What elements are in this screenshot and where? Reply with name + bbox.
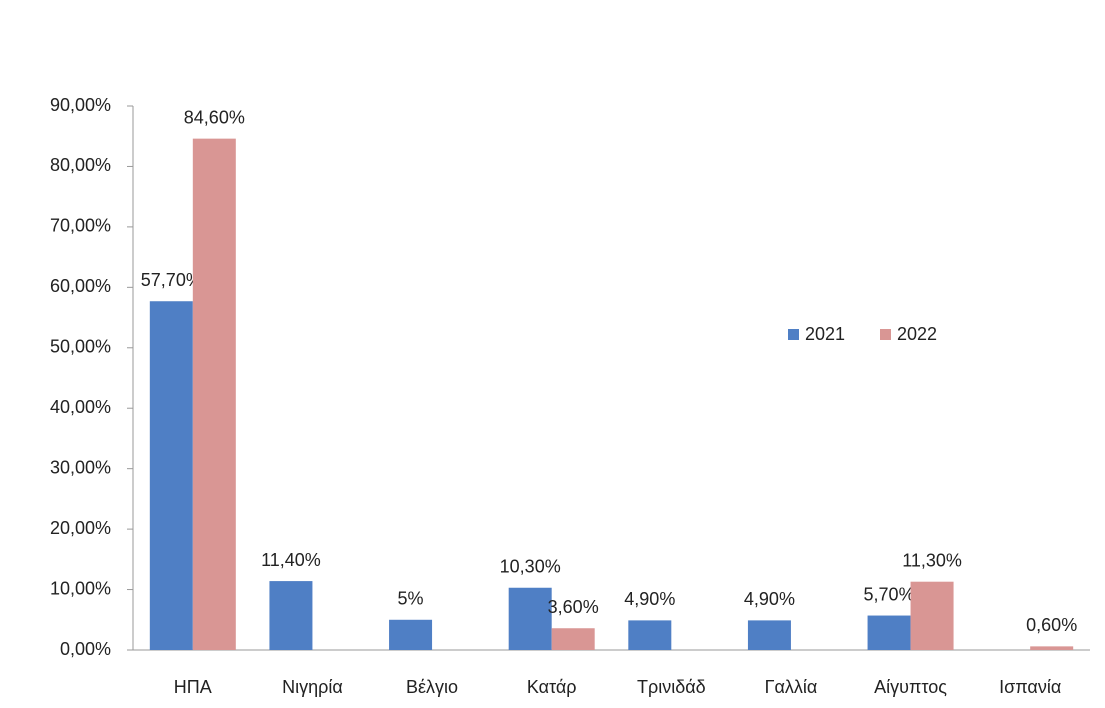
x-tick-label: Νιγηρία [282,677,343,697]
data-label: 5,70% [864,584,915,604]
legend-label: 2021 [805,324,845,344]
x-tick-label: Ισπανία [999,677,1061,697]
data-label: 10,30% [500,556,561,576]
data-label: 11,40% [261,550,321,570]
bar [628,620,672,650]
x-tick-label: Κατάρ [527,677,577,697]
x-tick-label: Αίγυπτος [874,677,947,697]
bar [867,615,911,650]
data-label: 5% [398,589,424,609]
data-label: 3,60% [548,597,599,617]
y-tick-label: 20,00% [50,518,111,538]
data-label: 11,30% [902,550,962,570]
y-tick-label: 90,00% [50,95,111,115]
data-label: 0,60% [1026,615,1077,635]
y-tick-label: 40,00% [50,397,111,417]
y-tick-label: 10,00% [50,578,111,598]
x-tick-label: Βέλγιο [406,677,458,697]
y-tick-label: 30,00% [50,457,111,477]
x-tick-label: Τρινιδάδ [637,677,706,697]
legend-swatch [788,329,799,340]
x-tick-label: ΗΠΑ [174,677,212,697]
data-label: 84,60% [184,107,245,127]
bar [1030,646,1074,650]
y-tick-label: 50,00% [50,337,111,357]
bar [551,628,595,650]
data-label: 57,70% [141,270,202,290]
bar [149,301,193,650]
legend-swatch [880,329,891,340]
y-tick-label: 0,00% [60,639,111,659]
bar [910,581,954,650]
y-tick-label: 80,00% [50,155,111,175]
bar [192,138,236,650]
bar [269,581,313,650]
y-tick-label: 60,00% [50,276,111,296]
data-label: 4,90% [624,589,675,609]
bar [508,587,552,650]
x-tick-label: Γαλλία [765,677,818,697]
legend-label: 2022 [897,324,937,344]
bar [389,619,433,650]
bar [747,620,791,650]
y-tick-label: 70,00% [50,216,111,236]
data-label: 4,90% [744,589,795,609]
